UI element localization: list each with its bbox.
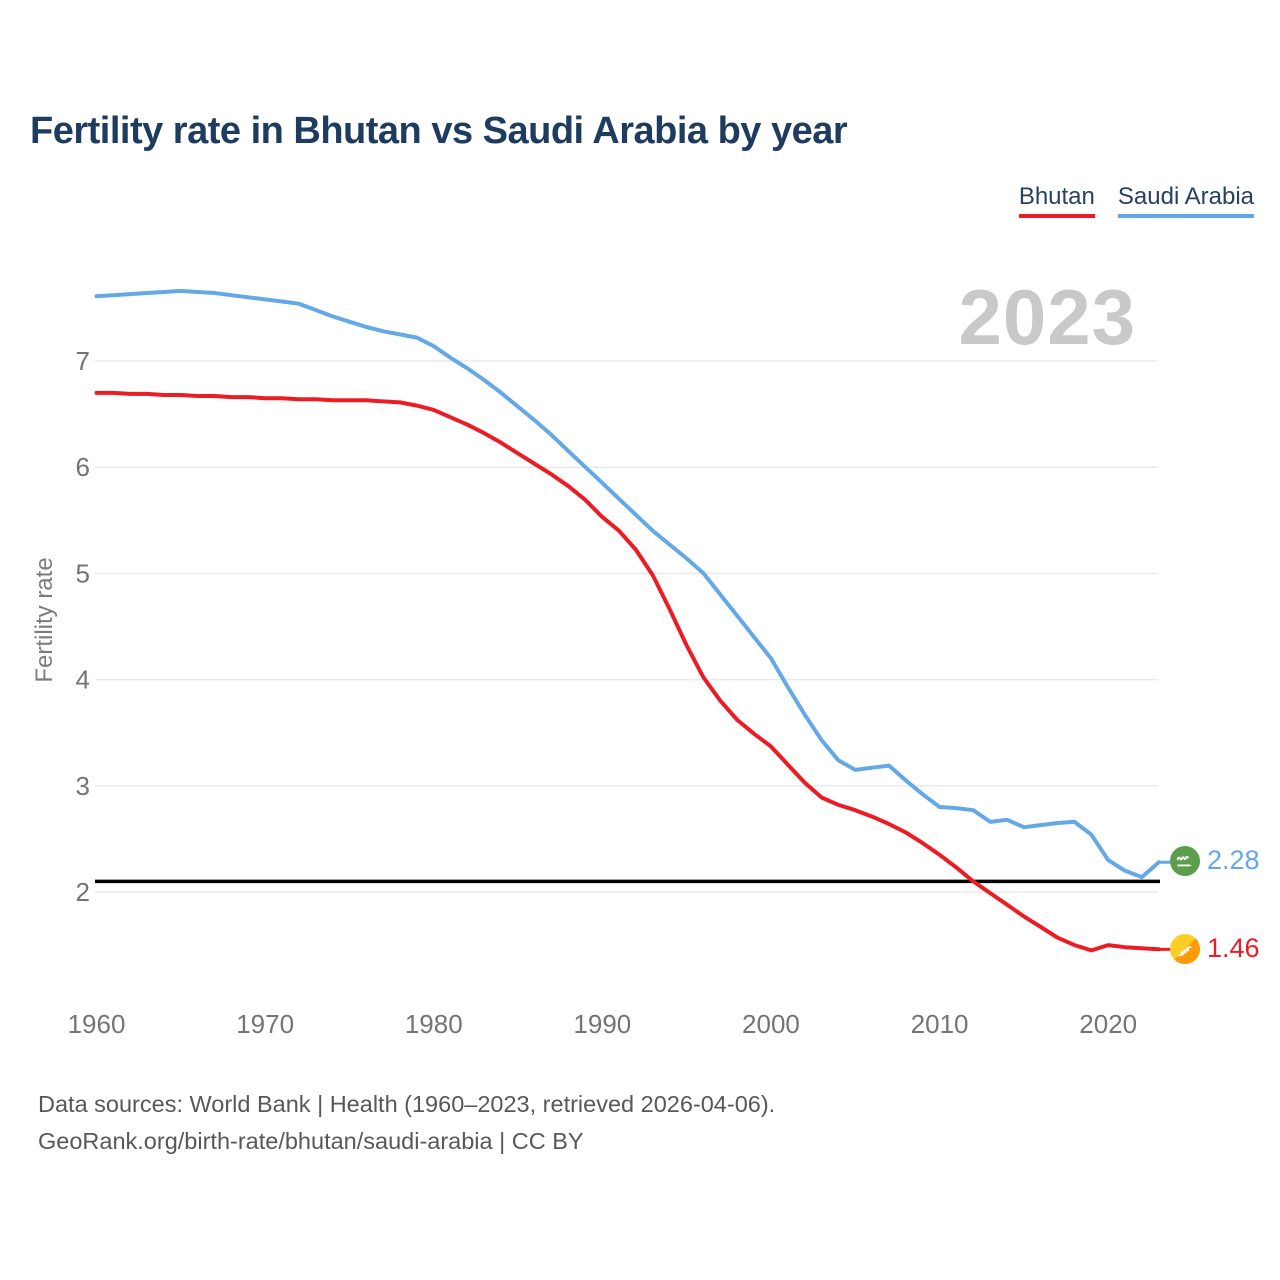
y-tick-label: 7: [76, 346, 90, 376]
bhutan-flag-icon: [1170, 933, 1200, 964]
x-tick-label: 1960: [68, 1009, 126, 1039]
footer-attribution-link[interactable]: GeoRank.org/birth-rate/bhutan/saudi-arab…: [38, 1128, 584, 1154]
legend-item-saudi-arabia[interactable]: Saudi Arabia: [1117, 183, 1254, 218]
chart-legend: Bhutan Saudi Arabia: [1018, 183, 1254, 218]
series-line-bhutan: [94, 390, 1161, 953]
saudi-arabia-end-label: 2.28: [1170, 845, 1260, 876]
x-tick-label: 1980: [405, 1009, 463, 1039]
bhutan-end-label: 1.46: [1170, 933, 1260, 964]
footer: Data sources: World Bank | Health (1960–…: [38, 1086, 775, 1160]
saudi-arabia-flag-icon: [1170, 845, 1200, 876]
y-tick-label: 4: [76, 665, 90, 695]
x-tick-label: 2020: [1079, 1009, 1137, 1039]
page-title: Fertility rate in Bhutan vs Saudi Arabia…: [30, 110, 848, 152]
x-tick-label: 2000: [742, 1009, 800, 1039]
gridlines: 2 3 4 5 6 7 1960 1970 1980 1990 2000 2010 2020: [68, 346, 1158, 1039]
y-tick-label: 2: [76, 877, 90, 907]
y-tick-label: 6: [76, 452, 90, 482]
y-tick-label: 3: [76, 771, 90, 801]
series-line-saudi-arabia: [94, 288, 1161, 880]
footer-data-sources: Data sources: World Bank | Health (1960–…: [38, 1091, 776, 1117]
x-tick-label: 1970: [236, 1009, 294, 1039]
legend-item-bhutan[interactable]: Bhutan: [1018, 183, 1095, 218]
bhutan-end-value: 1.46: [1207, 933, 1260, 963]
x-tick-label: 2010: [911, 1009, 969, 1039]
y-tick-label: 5: [76, 558, 90, 588]
hover-year-watermark: 2023: [958, 273, 1136, 361]
x-tick-label: 1990: [573, 1009, 631, 1039]
saudi-arabia-end-value: 2.28: [1207, 845, 1260, 875]
